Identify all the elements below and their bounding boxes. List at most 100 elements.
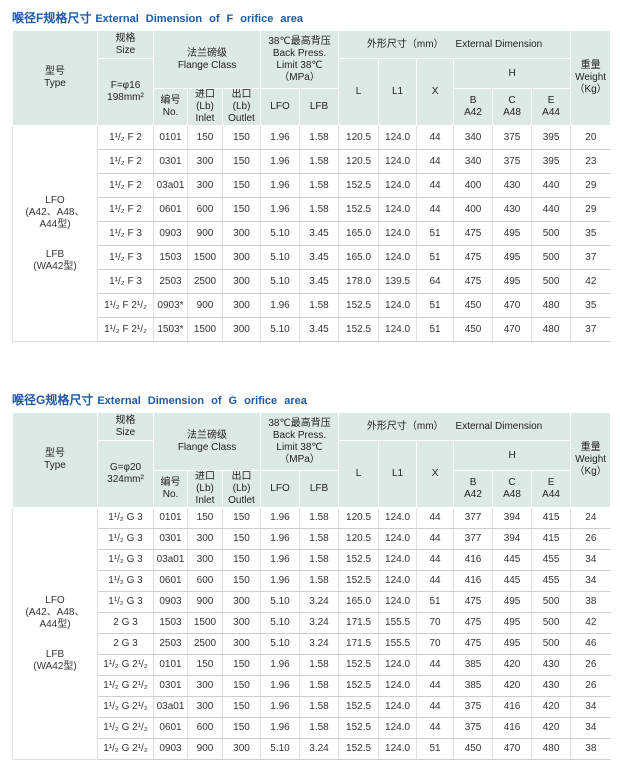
data-cell: 2500 <box>187 633 223 655</box>
header-text: LFB <box>309 483 329 494</box>
data-cell: 178.0 <box>338 269 379 294</box>
data-cell: 0903 <box>153 221 188 246</box>
data-cell: 124.0 <box>378 738 417 760</box>
header-cell: 编号 No. <box>153 470 188 508</box>
header-text: 型号 <box>45 448 65 459</box>
data-cell: 171.5 <box>338 633 379 655</box>
section: 喉径F规格尺寸 External Dimension of F orifice a… <box>12 8 612 342</box>
data-cell: 375 <box>453 717 493 739</box>
data-row: 2 G 3 2503 2500 300 5.10 3.24 171.5 155.5 70 475 4… <box>13 633 611 655</box>
data-cell: 1¹/₂ F 2 <box>97 197 154 222</box>
header-text: Outlet <box>228 113 255 124</box>
data-cell: 1.96 <box>260 549 300 571</box>
data-cell: 150 <box>187 507 223 529</box>
data-cell: 1.58 <box>299 549 339 571</box>
data-cell: 430 <box>492 197 532 222</box>
data-cell: 2 G 3 <box>97 633 154 655</box>
data-cell: 34 <box>570 549 611 571</box>
data-cell: 42 <box>570 269 611 294</box>
data-row: 1¹/₂ F 2 0301 300 150 1.96 1.58 120.5 124.0 44 34… <box>13 149 611 174</box>
data-cell: 450 <box>453 738 493 760</box>
data-cell: 1.58 <box>299 528 339 550</box>
data-row: 1¹/₂ F 3 0903 900 300 5.10 3.45 165.0 124.0 51 47… <box>13 221 611 246</box>
dimension-table: 型号 Type 规格 Size 法兰磅级 Flange Class 38℃最高背压 Back … <box>12 30 612 342</box>
data-cell: 124.0 <box>378 591 417 613</box>
table-body: 型号 Type 规格 Size 法兰磅级 Flange Class 38℃最高背压 Back … <box>12 412 612 760</box>
type-text: LFO <box>45 194 65 206</box>
data-cell: 5.10 <box>260 738 300 760</box>
data-cell: 29 <box>570 197 611 222</box>
header-text: A42 <box>464 489 482 500</box>
data-cell: 395 <box>531 149 571 174</box>
data-cell: 1¹/₂ G 3 <box>97 591 154 613</box>
data-cell: 1¹/₂ F 2 <box>97 125 154 150</box>
data-cell: 445 <box>492 570 532 592</box>
data-cell: 475 <box>453 633 493 655</box>
data-cell: 124.0 <box>378 293 417 318</box>
data-cell: 1.96 <box>260 570 300 592</box>
data-cell: 0301 <box>153 528 188 550</box>
title-cn: 喉径F规格尺寸 <box>12 11 92 25</box>
data-cell: 450 <box>453 293 493 318</box>
data-cell: 51 <box>416 591 454 613</box>
data-cell: 51 <box>416 317 454 342</box>
data-cell: 5.10 <box>260 245 300 270</box>
data-cell: 470 <box>492 738 532 760</box>
title-cn: 喉径G规格尺寸 <box>12 393 94 407</box>
data-cell: 300 <box>221 293 261 318</box>
data-cell: 44 <box>416 717 454 739</box>
data-row: LFO (A42、A48、 A44型) LFB (WA42型) 1¹/₂ G 3 0101 1… <box>12 507 611 760</box>
header-cell: B A42 <box>453 88 494 126</box>
data-cell: 124.0 <box>378 528 417 550</box>
data-cell: 1.58 <box>299 293 339 318</box>
data-cell: 24 <box>570 507 611 529</box>
data-cell: 300 <box>221 221 261 246</box>
data-cell: 1¹/₂ G 3 <box>97 507 154 529</box>
data-cell: 1¹/₂ G 2¹/₂ <box>97 654 154 676</box>
data-cell: 150 <box>221 570 261 592</box>
header-text: 法兰磅级 <box>187 429 227 441</box>
data-cell: 430 <box>531 675 571 697</box>
header-cell: 38℃最高背压 Back Press. Limit 38℃ （MPa） <box>260 30 340 89</box>
data-cell: 23 <box>570 149 611 174</box>
data-cell: 0903 <box>153 738 188 760</box>
header-cell: 重量 Weight （Kg） <box>570 412 612 508</box>
header-text: （Kg） <box>574 84 607 95</box>
section-title: 喉径F规格尺寸 External Dimension of F orifice a… <box>12 8 610 28</box>
data-cell: 600 <box>187 717 223 739</box>
data-cell: 0601 <box>153 197 188 222</box>
header-text: H <box>508 67 516 79</box>
data-row: 1¹/₂ G 3 0903 900 300 5.10 3.24 165.0 124.0 51 47… <box>13 591 611 613</box>
header-text: External Dimension <box>455 420 543 432</box>
data-cell: 1500 <box>187 612 223 634</box>
data-cell: 44 <box>416 528 454 550</box>
data-cell: 44 <box>416 549 454 571</box>
header-cell: C A48 <box>492 470 533 508</box>
header-cell: 进口(Lb) Inlet <box>187 470 223 508</box>
data-cell: 46 <box>570 633 611 655</box>
data-cell: 150 <box>187 654 223 676</box>
header-text: C <box>508 477 516 488</box>
header-text: Flange Class <box>177 59 237 71</box>
data-cell: 37 <box>570 317 611 342</box>
data-row: 1¹/₂ F 3 2503 2500 300 5.10 3.45 178.0 139.5 64 4… <box>13 269 611 294</box>
title-en: External Dimension of G orifice area <box>97 395 307 407</box>
data-cell: 300 <box>187 549 223 571</box>
data-cell: 165.0 <box>338 221 379 246</box>
header-text: A44 <box>542 489 560 500</box>
data-cell: 1503 <box>153 612 188 634</box>
header-cell: G=φ20 324mm² <box>97 440 154 508</box>
header-text: E <box>547 477 555 488</box>
type-text: (A42、A48、 <box>25 606 85 618</box>
header-cell: 规格 Size <box>97 412 154 441</box>
data-cell: 120.5 <box>338 125 379 150</box>
data-cell: 124.0 <box>378 717 417 739</box>
data-cell: 124.0 <box>378 549 417 571</box>
data-cell: 420 <box>492 654 532 676</box>
data-cell: 900 <box>187 738 223 760</box>
header-cell: 外形尺寸（mm） External Dimension <box>338 412 572 441</box>
data-cell: 3.45 <box>299 317 339 342</box>
header-text: G=φ20 <box>109 462 142 473</box>
title-en: External Dimension of F orifice area <box>95 13 304 25</box>
type-text: LFO <box>45 594 65 606</box>
